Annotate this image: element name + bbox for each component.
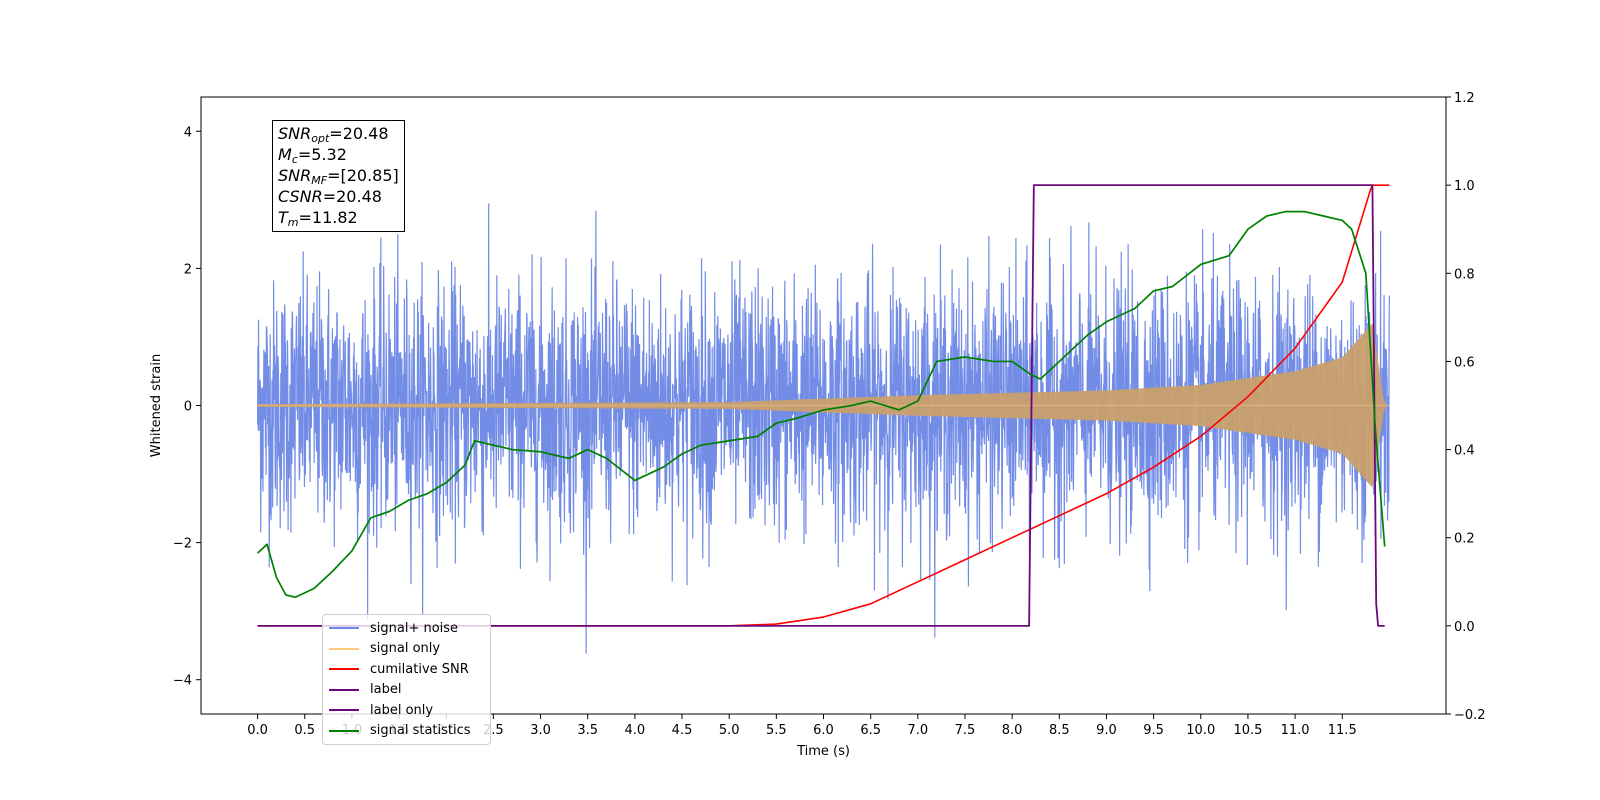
legend-swatch — [329, 729, 359, 732]
x-tick-label: 11.5 — [1328, 723, 1357, 738]
y2-tick-label: 0.4 — [1454, 444, 1475, 459]
x-tick-label: 10.0 — [1186, 723, 1215, 738]
x-axis-label: Time (s) — [796, 744, 850, 759]
x-tick-label: 9.5 — [1143, 723, 1164, 738]
x-tick-label: 11.0 — [1281, 723, 1310, 738]
x-tick-label: 8.0 — [1002, 723, 1023, 738]
x-tick-label: 10.5 — [1233, 723, 1262, 738]
y2-tick-label: 0.8 — [1454, 267, 1475, 282]
x-tick-label: 4.0 — [625, 723, 646, 738]
x-tick-label: 7.0 — [907, 723, 928, 738]
x-tick-label: 0.0 — [247, 723, 268, 738]
x-tick-label: 5.0 — [719, 723, 740, 738]
y2-tick-label: 1.2 — [1454, 91, 1475, 106]
x-tick-label: 5.5 — [766, 723, 787, 738]
x-tick-label: 3.5 — [577, 723, 598, 738]
x-tick-label: 6.0 — [813, 723, 834, 738]
x-tick-label: 6.5 — [860, 723, 881, 738]
y2-tick-label: 0.2 — [1454, 532, 1475, 547]
y-tick-label: 4 — [184, 125, 192, 140]
legend-item: signal+ noise — [329, 618, 484, 639]
legend-swatch — [329, 668, 359, 671]
x-tick-label: 7.5 — [955, 723, 976, 738]
x-tick-label: 0.5 — [294, 723, 315, 738]
y2-tick-label: 0.0 — [1454, 620, 1475, 635]
legend-item: cumilative SNR — [329, 659, 484, 680]
y-tick-label: −4 — [173, 674, 192, 689]
series-cumulative-snr — [257, 184, 1390, 627]
legend-item: signal only — [329, 639, 484, 660]
legend-swatch — [329, 647, 359, 650]
series-signal-statistics — [257, 210, 1386, 599]
x-tick-label: 3.0 — [530, 723, 551, 738]
y-tick-label: −2 — [173, 537, 192, 552]
legend-swatch — [329, 709, 359, 712]
annotation-line: SNRMF=[20.85] — [278, 166, 399, 187]
y2-tick-label: 0.6 — [1454, 355, 1475, 370]
y2-tick-label: −0.2 — [1454, 708, 1486, 723]
chart-legend: signal+ noise signal only cumilative SNR… — [322, 614, 491, 745]
annotation-line: Mc=5.32 — [278, 145, 347, 166]
annotation-line: CSNR=20.48 — [278, 187, 382, 206]
series-label — [257, 184, 1385, 627]
legend-item: label — [329, 680, 484, 701]
annotation-box: SNRopt=20.48 Mc=5.32 SNRMF=[20.85] CSNR=… — [272, 120, 405, 232]
x-tick-label: 4.5 — [672, 723, 693, 738]
series-signal-noise — [256, 203, 1391, 654]
y-tick-label: 0 — [184, 400, 192, 415]
x-tick-label: 8.5 — [1049, 723, 1070, 738]
y-axis-label: Whitened strain — [149, 354, 164, 457]
legend-swatch — [329, 627, 359, 630]
legend-item: label only — [329, 700, 484, 721]
x-tick-label: 9.0 — [1096, 723, 1117, 738]
annotation-line: Tm=11.82 — [278, 208, 358, 229]
y2-tick-label: 1.0 — [1454, 179, 1475, 194]
annotation-line: SNRopt=20.48 — [278, 124, 389, 145]
legend-item: signal statistics — [329, 721, 484, 742]
y-tick-label: 2 — [184, 262, 192, 277]
legend-swatch — [329, 688, 359, 691]
